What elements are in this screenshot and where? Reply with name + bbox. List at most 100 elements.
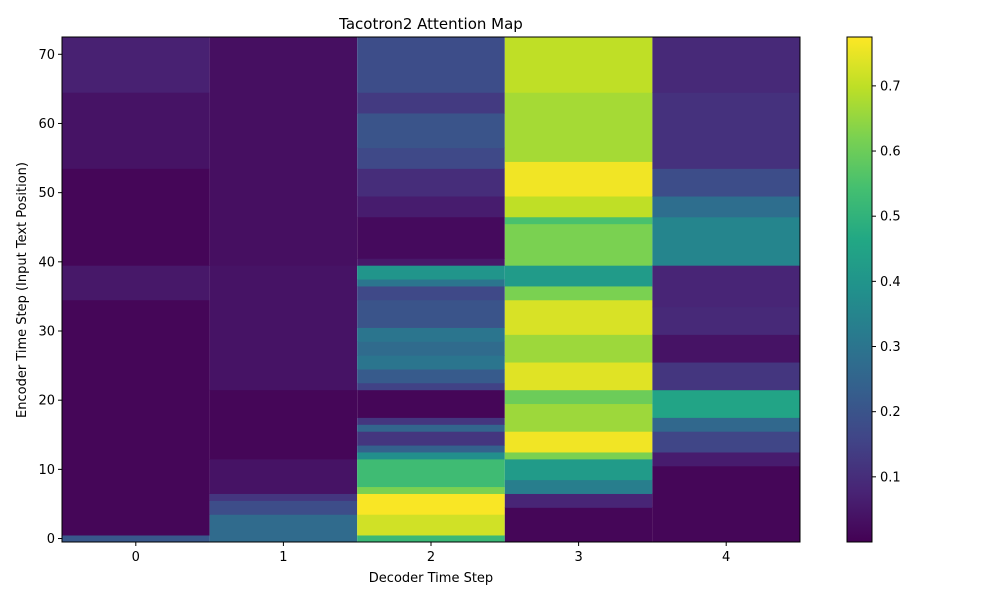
heatmap-cell xyxy=(357,265,505,280)
heatmap-cell xyxy=(357,424,505,432)
x-axis-ticks: 0 1 2 3 4 xyxy=(132,542,730,565)
heatmap-cell xyxy=(209,389,358,460)
x-axis-label: Decoder Time Step xyxy=(369,571,493,586)
heatmap-cell xyxy=(652,389,800,418)
colorbar-tick-label: 0.3 xyxy=(880,340,901,355)
heatmap-cell xyxy=(504,216,653,225)
heatmap-cell xyxy=(652,168,800,197)
heatmap-cell xyxy=(504,161,653,197)
heatmap-cell xyxy=(357,168,505,197)
y-tick-label: 60 xyxy=(38,117,55,132)
y-tick-label: 0 xyxy=(47,532,55,547)
heatmap-cell xyxy=(504,507,653,543)
heatmap-cell xyxy=(504,196,653,218)
heatmap-cell xyxy=(504,92,653,162)
x-tick-label: 0 xyxy=(132,550,140,565)
heatmap-cell xyxy=(357,216,505,259)
heatmap-cell xyxy=(504,299,653,335)
colorbar-tick-label: 0.1 xyxy=(880,470,901,485)
x-tick-label: 1 xyxy=(279,550,287,565)
heatmap-cell xyxy=(652,196,800,218)
heatmap-cell xyxy=(209,37,358,266)
heatmap-cell xyxy=(357,341,505,356)
heatmap-cell xyxy=(504,37,653,93)
x-tick-label: 4 xyxy=(722,550,730,565)
heatmap-cell xyxy=(504,479,653,494)
heatmap-cell xyxy=(504,223,653,266)
heatmap-cell xyxy=(357,37,505,93)
heatmap-cell xyxy=(62,535,210,543)
heatmap-cell xyxy=(357,452,505,460)
y-tick-label: 20 xyxy=(38,394,55,409)
y-axis-ticks: 0 10 20 30 40 50 60 70 xyxy=(38,48,62,547)
heatmap-cell xyxy=(652,362,800,391)
heatmap-cell xyxy=(357,382,505,391)
heatmap-cell xyxy=(357,279,505,287)
heatmap-cell xyxy=(357,389,505,418)
heatmap-cell xyxy=(504,458,653,481)
heatmap-cell xyxy=(504,286,653,301)
heatmap-cell xyxy=(504,362,653,391)
heatmap-cell xyxy=(504,493,653,508)
heatmap-cell xyxy=(652,306,800,335)
colorbar-tick-label: 0.7 xyxy=(880,79,901,94)
x-tick-label: 3 xyxy=(574,550,582,565)
y-tick-label: 10 xyxy=(38,463,55,478)
heatmap-cell xyxy=(357,493,505,515)
heatmap-cell xyxy=(62,92,210,169)
heatmap-cell xyxy=(357,431,505,446)
heatmap-cell xyxy=(652,431,800,453)
colorbar-tick-label: 0.6 xyxy=(880,145,901,160)
heatmap-cell xyxy=(357,196,505,218)
heatmap-cell xyxy=(62,265,210,301)
colorbar-tick-label: 0.5 xyxy=(880,210,901,225)
colorbar-ticks: 0.1 0.2 0.3 0.4 0.5 0.6 0.7 xyxy=(872,79,901,485)
heatmap-cell xyxy=(62,168,210,266)
heatmap-cell xyxy=(504,265,653,287)
heatmap-cell xyxy=(357,458,505,488)
heatmap-cell xyxy=(357,327,505,342)
heatmap-cell xyxy=(357,355,505,370)
heatmap-cell xyxy=(209,458,358,494)
heatmap-cell xyxy=(209,500,358,515)
x-tick-label: 2 xyxy=(427,550,435,565)
heatmap-cell xyxy=(652,265,800,308)
heatmap-cell xyxy=(209,265,358,391)
heatmap-cell xyxy=(357,535,505,543)
heatmap-cell xyxy=(209,493,358,501)
y-tick-label: 70 xyxy=(38,48,55,63)
heatmap-cell xyxy=(504,403,653,432)
heatmap-cell xyxy=(357,286,505,301)
y-tick-label: 50 xyxy=(38,186,55,201)
heatmap-cell xyxy=(357,486,505,494)
heatmap-cell xyxy=(652,37,800,93)
heatmap-cell xyxy=(357,299,505,328)
heatmap-cell xyxy=(62,37,210,93)
heatmap-cell xyxy=(357,417,505,425)
heatmap-cell xyxy=(652,92,800,169)
heatmap-cell xyxy=(504,334,653,363)
heatmap-cell xyxy=(357,258,505,266)
heatmap-cell xyxy=(209,514,358,543)
heatmap-cell xyxy=(62,299,210,536)
y-tick-label: 40 xyxy=(38,255,55,270)
heatmap-cell xyxy=(357,369,505,384)
heatmap-cell xyxy=(357,113,505,149)
chart-title: Tacotron2 Attention Map xyxy=(338,15,523,33)
heatmap-cell xyxy=(652,334,800,363)
y-tick-label: 30 xyxy=(38,325,55,340)
heatmap-cell xyxy=(652,216,800,266)
heatmap-cell xyxy=(357,514,505,536)
heatmap-cell xyxy=(652,465,800,543)
colorbar-tick-label: 0.4 xyxy=(880,275,901,290)
heatmap-cells xyxy=(62,37,800,543)
heatmap-cell xyxy=(652,417,800,432)
heatmap-cell xyxy=(504,452,653,460)
heatmap-cell xyxy=(504,389,653,405)
colorbar-tick-label: 0.2 xyxy=(880,405,901,420)
heatmap-cell xyxy=(357,445,505,453)
heatmap-cell xyxy=(357,147,505,169)
heatmap-cell xyxy=(357,92,505,114)
colorbar xyxy=(846,36,873,543)
